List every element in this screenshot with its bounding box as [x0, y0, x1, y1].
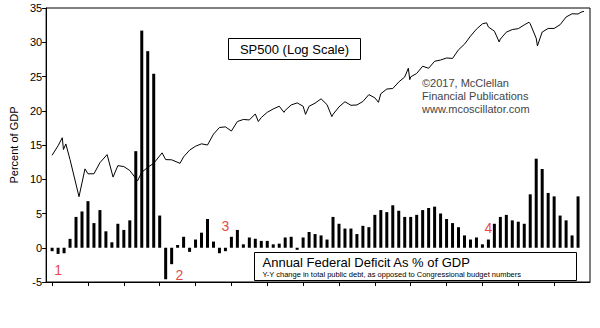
svg-text:4: 4 — [485, 220, 493, 236]
svg-text:-5: -5 — [32, 276, 42, 288]
svg-text:0: 0 — [36, 242, 42, 254]
svg-text:©2017, McClellan: ©2017, McClellan — [422, 77, 509, 89]
svg-text:15: 15 — [30, 139, 42, 151]
svg-text:www.mcoscillator.com: www.mcoscillator.com — [421, 103, 530, 115]
svg-text:20: 20 — [30, 105, 42, 117]
svg-text:Financial Publications: Financial Publications — [422, 90, 529, 102]
svg-text:25: 25 — [30, 71, 42, 83]
svg-text:35: 35 — [30, 2, 42, 14]
svg-text:SP500 (Log Scale): SP500 (Log Scale) — [240, 42, 349, 57]
svg-text:1: 1 — [54, 262, 62, 278]
svg-text:Annual Federal Deficit As % of: Annual Federal Deficit As % of GDP — [263, 255, 470, 270]
svg-text:Percent of GDP: Percent of GDP — [8, 106, 20, 183]
svg-text:30: 30 — [30, 36, 42, 48]
svg-text:3: 3 — [222, 218, 230, 234]
svg-text:5: 5 — [36, 208, 42, 220]
svg-text:Y-Y change in total public deb: Y-Y change in total public debt, as oppo… — [263, 270, 522, 279]
svg-text:10: 10 — [30, 173, 42, 185]
svg-text:2: 2 — [176, 267, 184, 283]
